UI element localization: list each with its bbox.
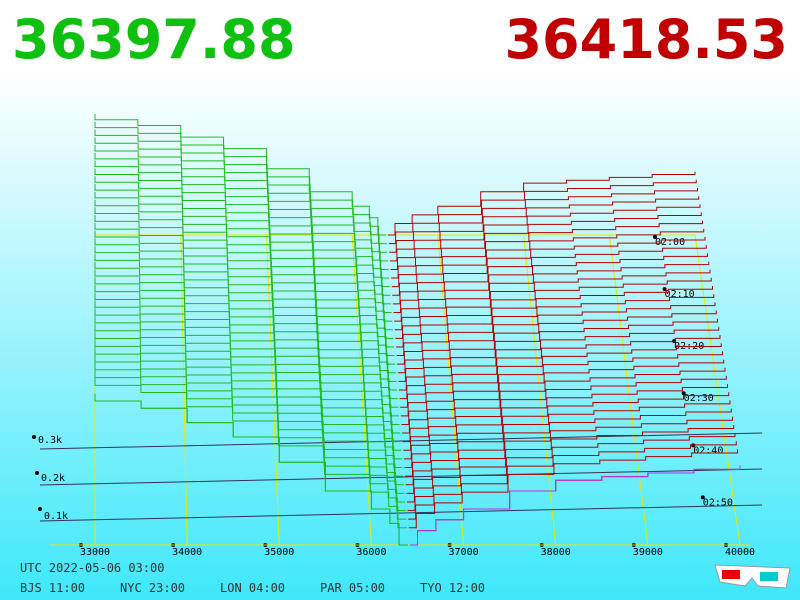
ask-depth-line [405, 408, 732, 486]
price-grid-line [265, 234, 280, 546]
ask-depth-line [389, 187, 698, 253]
ask-price: 36418.53 [504, 8, 788, 71]
ask-depth-line [404, 392, 730, 468]
depth-tick [38, 507, 42, 511]
time-label: 02:50 [703, 497, 733, 508]
time-zone: LON 04:00 [220, 581, 285, 595]
time-zone: NYC 23:00 [120, 581, 185, 595]
ask-depth-line [402, 367, 726, 443]
x-tick-label: 40000 [725, 547, 755, 558]
ask-depth-line [389, 196, 700, 262]
ask-depth-line [403, 384, 728, 460]
bid-depth-line [94, 393, 409, 546]
x-tick-label: 33000 [80, 547, 110, 558]
time-label: 02:40 [693, 445, 723, 456]
ask-depth-line [398, 310, 717, 382]
depth-grid-line [39, 432, 763, 450]
ask-depth-line [399, 326, 720, 400]
ask-depth-line [407, 433, 736, 512]
y-tick-label: 0.3k [38, 435, 62, 446]
utc-time: UTC 2022-05-06 03:00 [20, 561, 165, 575]
x-tick-label: 34000 [172, 547, 202, 558]
price-grid-line [523, 234, 557, 546]
ask-depth-line [390, 204, 701, 270]
time-zone: PAR 05:00 [320, 581, 385, 595]
time-tick [681, 391, 686, 396]
ask-depth-line [397, 302, 716, 374]
ask-depth-line [396, 286, 713, 357]
ask-depth-line [399, 318, 718, 391]
ask-depth-line [392, 237, 706, 305]
ask-depth-line [400, 343, 722, 417]
time-tick [700, 495, 705, 500]
time-tick [662, 287, 667, 292]
price-grid-line [351, 234, 372, 546]
time-tick [653, 235, 657, 239]
ask-depth-line [408, 441, 737, 520]
time-zone: TYO 12:00 [420, 581, 485, 595]
bid-depth-line [94, 378, 407, 529]
ask-depth-line [388, 179, 697, 245]
ask-depth-line [403, 375, 727, 451]
ask-depth-line [392, 228, 705, 296]
depth-grid-line [39, 468, 763, 486]
x-tick-label: 39000 [633, 547, 663, 558]
bid-price: 36397.88 [12, 8, 296, 71]
price-grid-line [180, 234, 188, 546]
price-grid-line [437, 234, 465, 546]
ask-depth-line [391, 212, 702, 279]
time-label: 02:00 [655, 237, 685, 248]
ask-depth-line [406, 416, 733, 494]
ask-depth-line [395, 277, 712, 348]
ask-depth-line [409, 465, 741, 546]
y-tick-label: 0.2k [41, 473, 65, 484]
time-label: 02:10 [665, 289, 695, 300]
ask-depth-line [402, 359, 725, 434]
x-tick-label: 37000 [449, 547, 479, 558]
ask-depth-line [401, 351, 723, 425]
time-zone: BJS 11:00 [20, 581, 85, 595]
ask-depth-line [388, 171, 696, 236]
ask-depth-line [393, 245, 707, 313]
ask-depth-line [391, 220, 703, 288]
ask-depth-line [394, 261, 710, 331]
depth-tick [32, 435, 36, 439]
ask-depth-line [408, 449, 738, 529]
depth-tick [35, 471, 39, 475]
glasses-icon [714, 564, 791, 589]
y-tick-label: 0.1k [44, 511, 68, 522]
ask-depth-line [406, 424, 735, 503]
x-tick-label: 36000 [356, 547, 386, 558]
ask-depth-line [400, 335, 721, 408]
time-label: 02:30 [684, 393, 714, 404]
ask-depth-line [395, 269, 711, 339]
ask-depth-line [394, 253, 708, 322]
ask-depth-line [405, 400, 731, 477]
x-tick-label: 35000 [264, 547, 294, 558]
price-grid-line [608, 234, 649, 546]
price-grid-line [694, 234, 741, 546]
ask-depth-line [397, 294, 715, 365]
depth-grid-line [39, 504, 763, 522]
x-tick-label: 38000 [541, 547, 571, 558]
